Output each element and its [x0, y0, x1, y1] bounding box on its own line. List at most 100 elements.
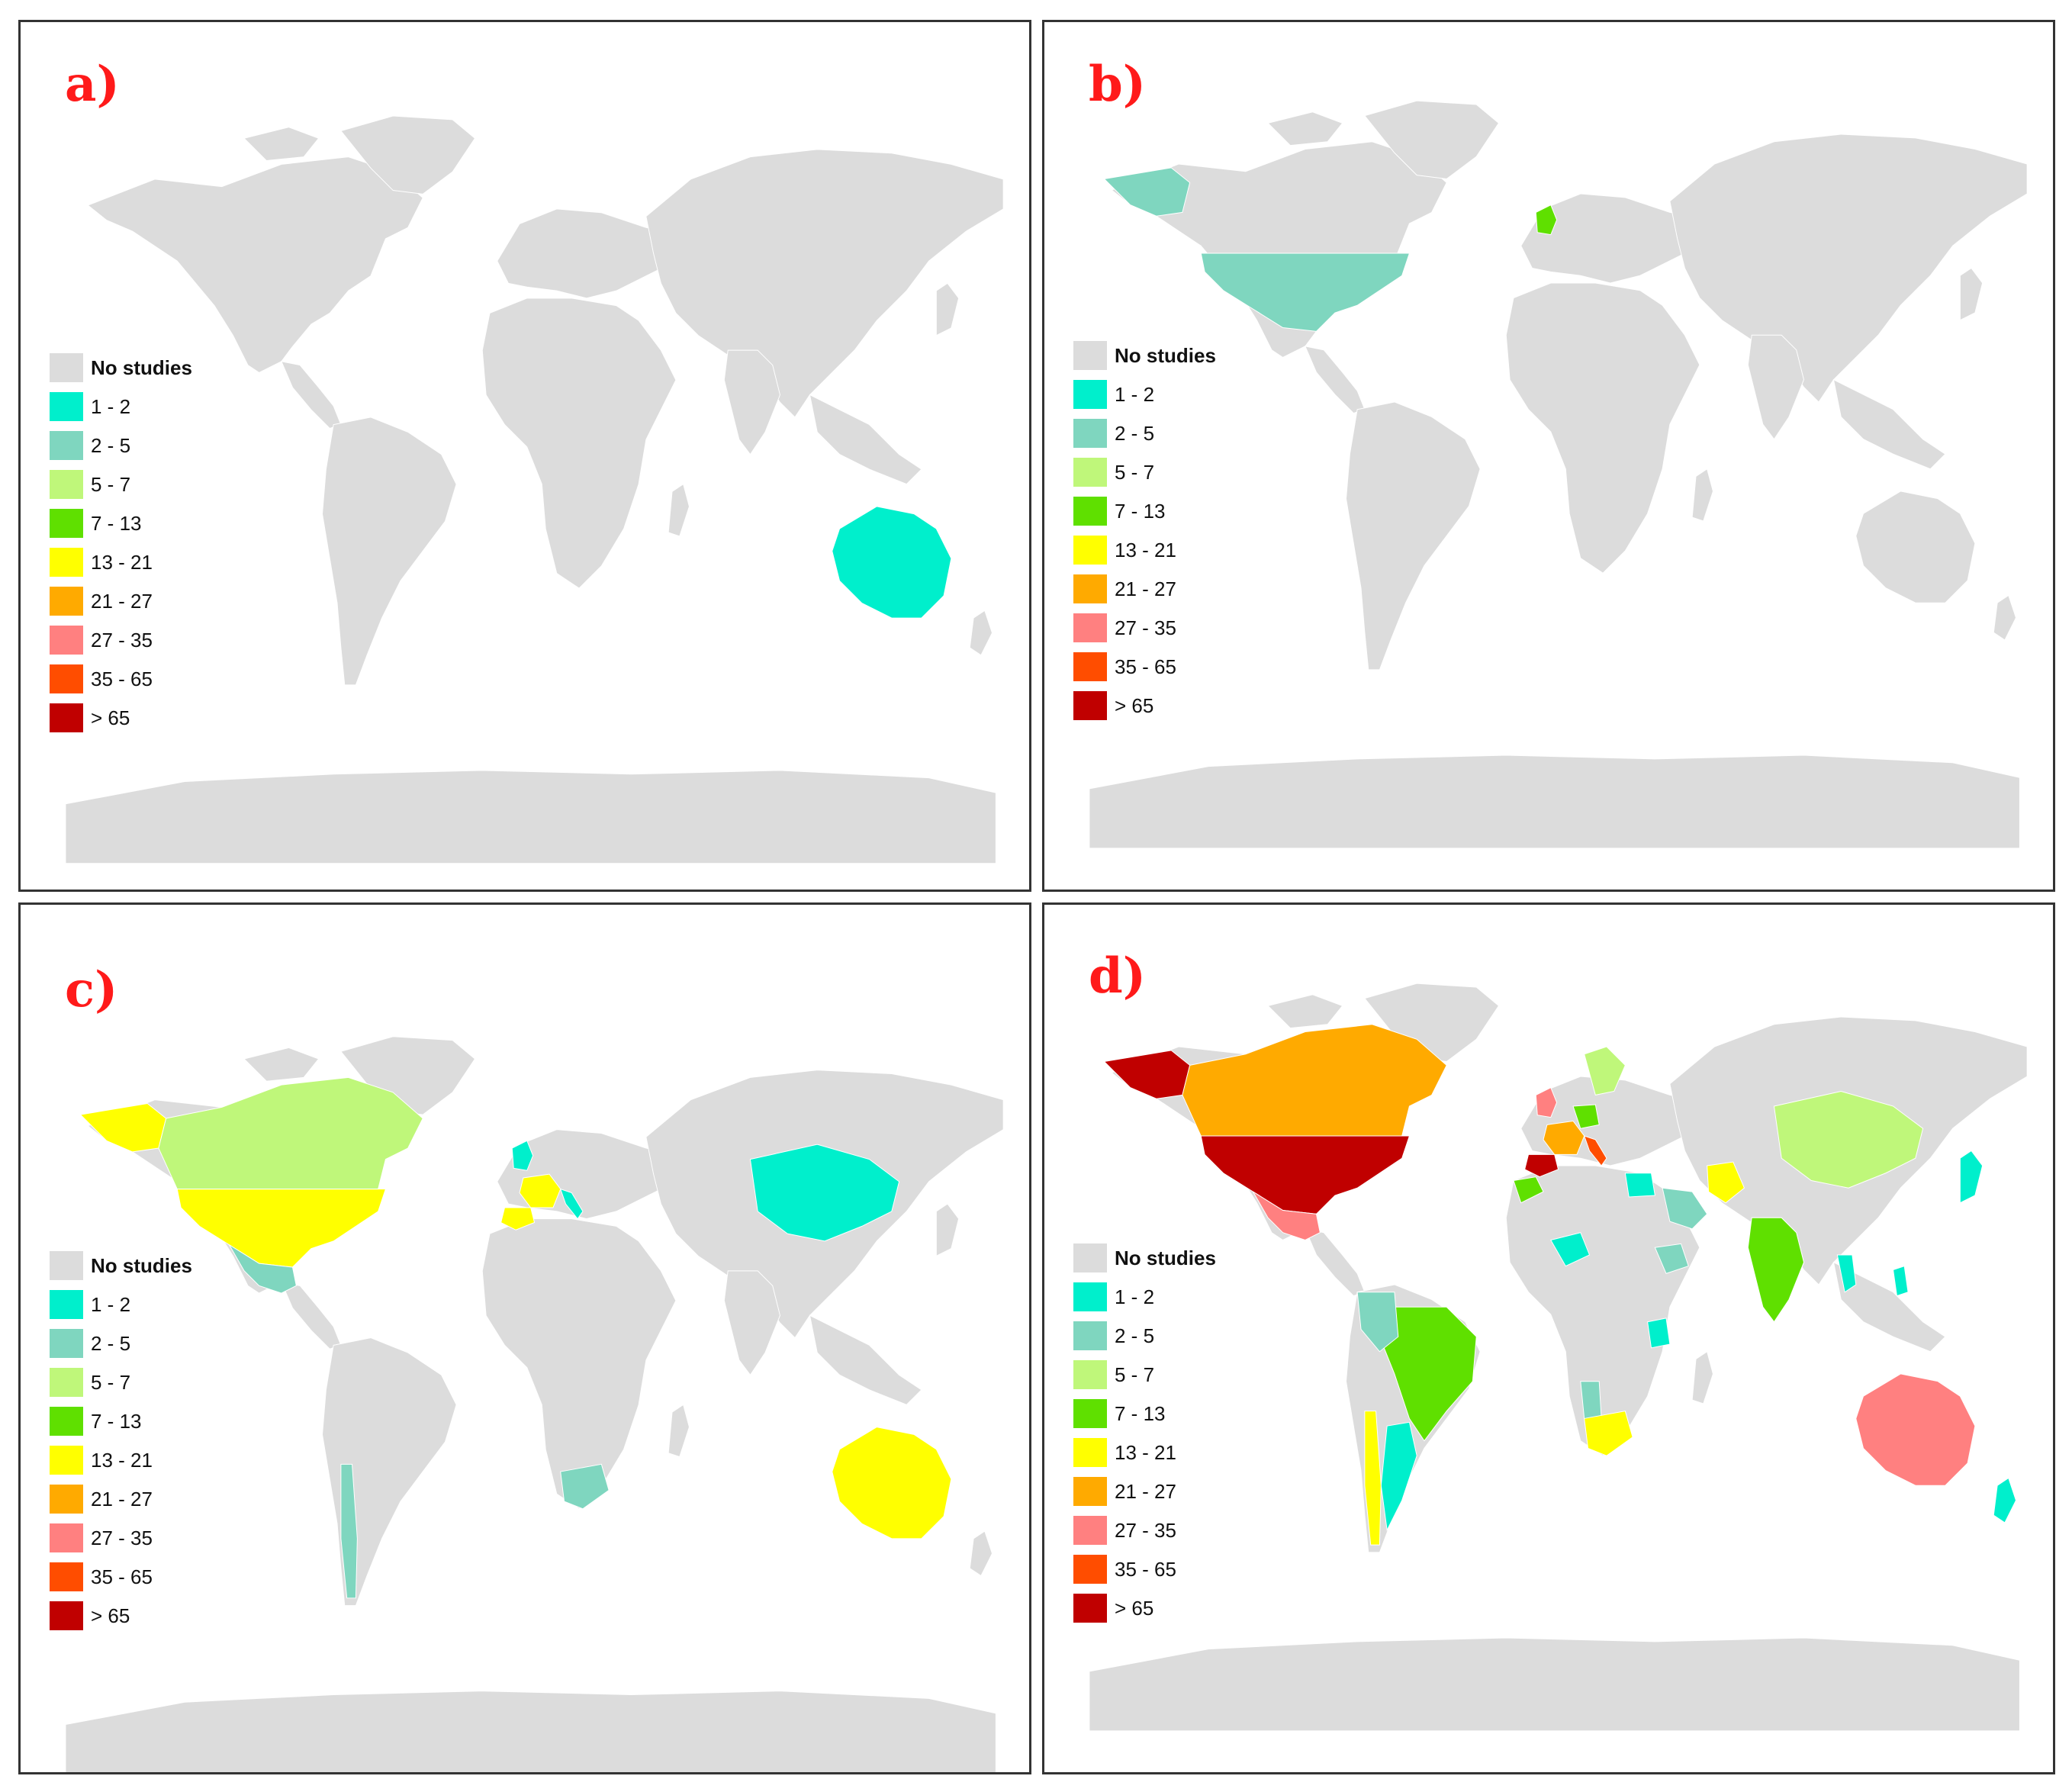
legend-label: 2 - 5 [1115, 422, 1155, 445]
legend-swatch [1073, 1243, 1107, 1272]
world-map [65, 115, 1004, 864]
region-colombia-peru [1356, 1292, 1399, 1353]
legend-label: 35 - 65 [1115, 655, 1176, 678]
panel-label: c) [65, 961, 118, 1018]
legend-label: No studies [91, 1254, 192, 1277]
legend-swatch [1073, 1477, 1107, 1506]
legend-swatch [50, 470, 83, 499]
region-australia [832, 506, 952, 619]
legend-label: 21 - 27 [1115, 577, 1176, 600]
landmass-madagascar [668, 483, 690, 537]
world-map [65, 1036, 1004, 1772]
legend-swatch [1073, 380, 1107, 409]
legend-swatch [1073, 1438, 1107, 1467]
legend-label: 1 - 2 [1115, 1285, 1155, 1308]
legend-label: 21 - 27 [91, 590, 153, 613]
legend-label: > 65 [91, 706, 130, 729]
landmass-antarctica [1089, 754, 2020, 849]
legend-label: 1 - 2 [1115, 383, 1155, 406]
legend-label: No studies [1115, 344, 1216, 367]
legend-swatch [50, 431, 83, 460]
legend-swatch [50, 1290, 83, 1319]
legend-label: 7 - 13 [91, 512, 142, 535]
region-scandinavia [1584, 1046, 1626, 1095]
legend-label: 1 - 2 [91, 1293, 131, 1316]
region-canada [158, 1076, 423, 1190]
landmass-madagascar [1691, 468, 1713, 522]
region-united-states [176, 1189, 387, 1268]
panel-label: b) [1089, 56, 1147, 113]
legend-swatch [50, 392, 83, 421]
landmass-africa [481, 298, 677, 589]
legend-swatch [1073, 458, 1107, 487]
region-tanzania [1647, 1317, 1671, 1349]
legend-label: 13 - 21 [91, 1449, 153, 1472]
legend-swatch [1073, 341, 1107, 370]
region-united-states [1200, 1135, 1411, 1215]
landmass-japan [1959, 267, 1984, 321]
region-argentina [1380, 1421, 1417, 1532]
legend-label: 5 - 7 [91, 473, 131, 496]
region-thailand [1836, 1254, 1857, 1293]
legend-swatch [1073, 691, 1107, 720]
legend-swatch [1073, 497, 1107, 526]
legend-swatch [50, 548, 83, 577]
legend-label: > 65 [1115, 1597, 1154, 1620]
legend-swatch [50, 1251, 83, 1280]
landmass-north-america [87, 156, 423, 373]
legend-swatch [1073, 574, 1107, 603]
landmass-nz [969, 610, 993, 656]
map-layer [65, 115, 1004, 864]
region-saudi-arabia [1662, 1187, 1708, 1230]
map-panel-d: d) No studies 1 - 2 2 - 5 5 - 7 7 - 13 13 - 2… [1042, 902, 2055, 1774]
region-france [1543, 1120, 1585, 1155]
region-south-africa [560, 1463, 610, 1510]
legend-swatch [1073, 1555, 1107, 1584]
legend-label: 27 - 35 [1115, 1519, 1176, 1542]
region-japan [1959, 1150, 1984, 1204]
landmass-nz [969, 1530, 993, 1577]
legend-label: > 65 [1115, 694, 1154, 717]
region-alaska [79, 1103, 167, 1153]
legend-label: No studies [1115, 1247, 1216, 1269]
region-south-africa [1584, 1411, 1633, 1456]
legend-label: 1 - 2 [91, 395, 131, 418]
landmass-canada-islands [1267, 111, 1343, 146]
region-india [1747, 1217, 1804, 1323]
map-layer [1089, 983, 2028, 1732]
legend-label: 21 - 27 [91, 1488, 153, 1510]
legend-label: 35 - 65 [91, 668, 153, 690]
legend-swatch [50, 1485, 83, 1514]
region-morocco [1513, 1176, 1544, 1204]
legend-swatch [50, 353, 83, 382]
region-australia [1855, 1373, 1976, 1486]
region-spain [1524, 1153, 1559, 1178]
map-panel-c: c) No studies 1 - 2 2 - 5 5 - 7 7 - 13 13 - 2… [18, 902, 1031, 1774]
legend-swatch [50, 1523, 83, 1552]
landmass-se-asia [809, 394, 922, 485]
legend-swatch [50, 1329, 83, 1358]
legend-swatch [1073, 1321, 1107, 1350]
region-alaska [1103, 1050, 1191, 1099]
world-map [1089, 983, 2028, 1732]
landmass-central-america [1305, 1228, 1366, 1297]
legend-label: 35 - 65 [91, 1565, 153, 1588]
region-united-kingdom [1535, 1086, 1558, 1118]
legend-swatch [50, 587, 83, 616]
landmass-greenland [1364, 983, 1500, 1063]
landmass-antarctica [65, 770, 996, 864]
panel-label: d) [1089, 947, 1147, 1005]
region-spain [500, 1207, 536, 1231]
landmass-central-america [281, 361, 342, 430]
region-mexico [229, 1244, 297, 1294]
legend-swatch [1073, 1360, 1107, 1389]
region-namibia [1580, 1381, 1602, 1419]
legend-swatch [50, 664, 83, 693]
legend-label: No studies [91, 356, 192, 379]
legend-swatch [50, 703, 83, 732]
landmass-madagascar [1691, 1350, 1713, 1404]
legend-label: 2 - 5 [91, 434, 131, 457]
legend-label: 27 - 35 [1115, 616, 1176, 639]
region-chile [340, 1463, 358, 1599]
panel-label: a) [65, 56, 120, 113]
